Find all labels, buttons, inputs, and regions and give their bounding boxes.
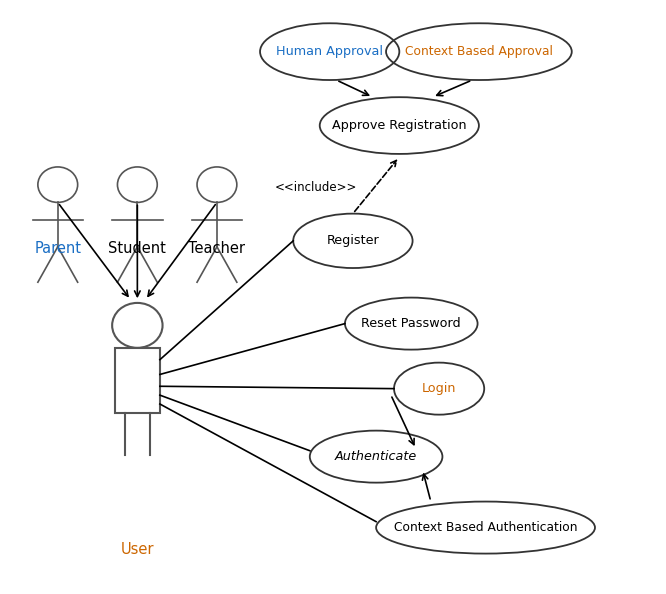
Text: Student: Student: [109, 241, 166, 256]
Text: Authenticate: Authenticate: [335, 450, 417, 463]
Text: Approve Registration: Approve Registration: [332, 119, 467, 132]
Text: Parent: Parent: [34, 241, 81, 256]
Text: Login: Login: [422, 382, 456, 395]
Text: Human Approval: Human Approval: [276, 45, 383, 58]
Text: Context Based Authentication: Context Based Authentication: [394, 521, 577, 534]
Text: Teacher: Teacher: [188, 241, 246, 256]
Text: Reset Password: Reset Password: [362, 317, 461, 330]
Bar: [115, 348, 160, 413]
Text: User: User: [121, 542, 154, 557]
Text: <<include>>: <<include>>: [275, 181, 358, 194]
Text: Register: Register: [326, 235, 379, 247]
Text: Context Based Approval: Context Based Approval: [405, 45, 553, 58]
